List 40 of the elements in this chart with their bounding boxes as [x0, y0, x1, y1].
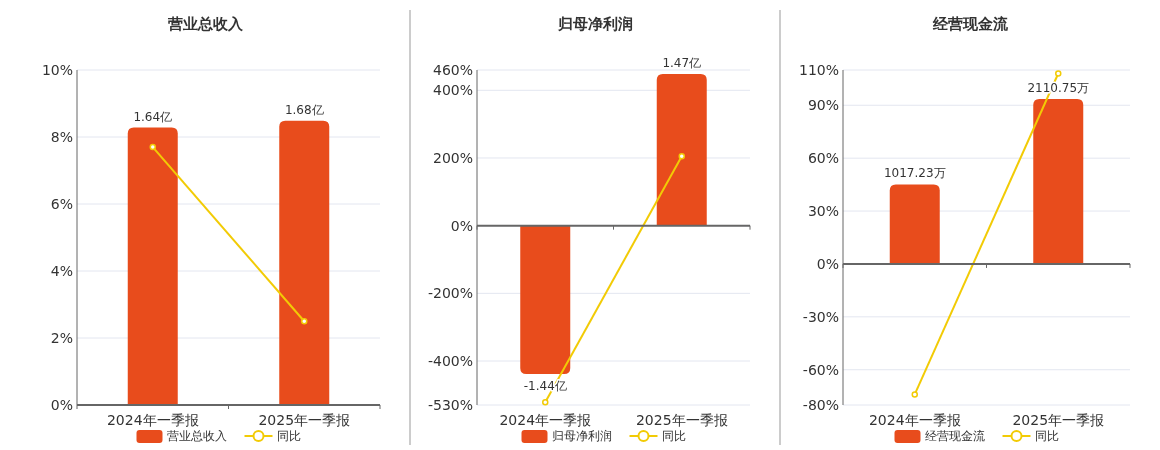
x-tick-label: 2025年一季报: [1012, 412, 1105, 428]
y-tick-label: 4%: [50, 263, 73, 279]
y-tick-label: 200%: [432, 149, 473, 166]
data-label: 1.64亿: [133, 109, 173, 124]
x-tick-label: 2024年一季报: [868, 412, 961, 428]
y-tick-label: 2%: [50, 330, 73, 346]
data-label: 1.47亿: [662, 56, 702, 71]
y-tick-label: 8%: [50, 129, 73, 145]
legend-label: 经营现金流: [924, 429, 985, 443]
y-tick-label: 0%: [450, 217, 473, 234]
y-tick-label: -200%: [427, 285, 473, 302]
y-tick-label: -80%: [802, 397, 839, 413]
y-tick-label: 0%: [50, 397, 73, 413]
legend-label: 同比: [1034, 429, 1059, 443]
chart-title: 营业总收入: [166, 15, 244, 33]
y-tick-label: 110%: [798, 62, 839, 78]
x-tick-label: 2025年一季报: [258, 412, 351, 428]
legend-label: 同比: [276, 429, 301, 443]
y-tick-label: 460%: [432, 62, 473, 78]
y-tick-label: -400%: [427, 353, 473, 370]
y-tick-label: 6%: [50, 196, 73, 212]
y-tick-label: 10%: [41, 62, 73, 78]
y-tick-label: 30%: [807, 203, 839, 220]
legend-label: 归母净利润: [551, 429, 612, 443]
y-tick-label: 90%: [807, 97, 839, 114]
chart-title: 归母净利润: [556, 15, 633, 33]
legend-label: 同比: [661, 429, 686, 443]
y-tick-label: 0%: [816, 255, 839, 272]
y-tick-label: 400%: [432, 82, 473, 99]
legend-label: 营业总收入: [166, 429, 227, 443]
y-tick-label: -30%: [802, 308, 839, 325]
x-tick-label: 2024年一季报: [106, 412, 199, 428]
data-label: 1017.23万: [883, 166, 946, 181]
x-tick-label: 2024年一季报: [499, 412, 592, 428]
y-tick-label: 60%: [807, 150, 839, 167]
data-label: 1.68亿: [284, 102, 324, 117]
y-tick-label: -530%: [427, 397, 473, 413]
y-tick-label: -60%: [802, 361, 839, 378]
x-tick-label: 2025年一季报: [635, 412, 728, 428]
chart-title: 经营现金流: [931, 15, 1009, 33]
